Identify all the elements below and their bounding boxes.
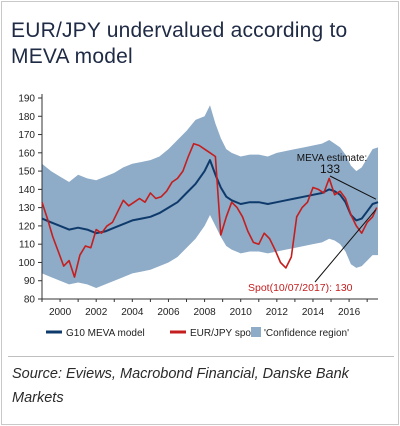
legend-spot-label: EUR/JPY spot [190,328,254,339]
x-tick-label: 2014 [302,307,325,318]
y-tick-label: 130 [18,203,35,214]
x-tick-label: 2010 [230,307,253,318]
x-tick-label: 2004 [121,307,144,318]
x-tick-label: 2000 [49,307,72,318]
y-tick-label: 80 [24,295,36,306]
chart-title: EUR/JPY undervalued according to MEVA mo… [11,19,348,68]
legend-meva-label: G10 MEVA model [66,328,145,339]
annotation-layer: MEVA estimate:133 Spot(10/07/2017): 130 [248,153,377,294]
meva-line-layer [41,159,379,235]
confidence-band-area [42,105,378,289]
x-tick-label: 2012 [266,307,289,318]
y-tick-label: 170 [18,130,35,141]
meva-model-line [41,159,379,235]
meva-estimate-pointer [329,175,377,200]
x-axis: 2000 2002 2004 2006 2008 2010 2012 2014 2016 [41,298,378,318]
legend: G10 MEVA model EUR/JPY spot 'Confidence re… [46,327,349,339]
y-tick-label: 150 [18,167,35,178]
y-tick-label: 160 [18,148,35,159]
y-tick-label: 90 [24,276,36,287]
meva-estimate-label: MEVA estimate: [297,153,367,164]
x-tick-label: 2002 [85,307,108,318]
y-tick-label: 190 [18,94,35,105]
confidence-band-layer [42,105,378,289]
legend-band-swatch [251,327,261,337]
eurjpy-spot-line [41,142,378,278]
x-tick-label: 2016 [338,307,361,318]
y-tick-label: 140 [18,185,35,196]
x-tick-label: 2006 [157,307,180,318]
y-tick-label: 180 [18,112,35,123]
legend-band-label: 'Confidence region' [264,328,349,339]
meva-estimate-value: 133 [320,162,340,176]
y-tick-label: 110 [19,240,35,251]
spot-label: Spot(10/07/2017): 130 [248,282,353,294]
divider [8,356,394,357]
source-note: Source: Eviews, Macrobond Financial, Dan… [12,366,349,406]
x-tick-label: 2008 [193,307,216,318]
y-axis: 80 90 100 110 120 130 140 150 160 170 180 190 [18,94,43,306]
spot-line-layer [41,142,378,278]
y-tick-label: 120 [18,221,35,232]
spot-pointer [314,209,377,283]
y-tick-label: 100 [18,258,35,269]
